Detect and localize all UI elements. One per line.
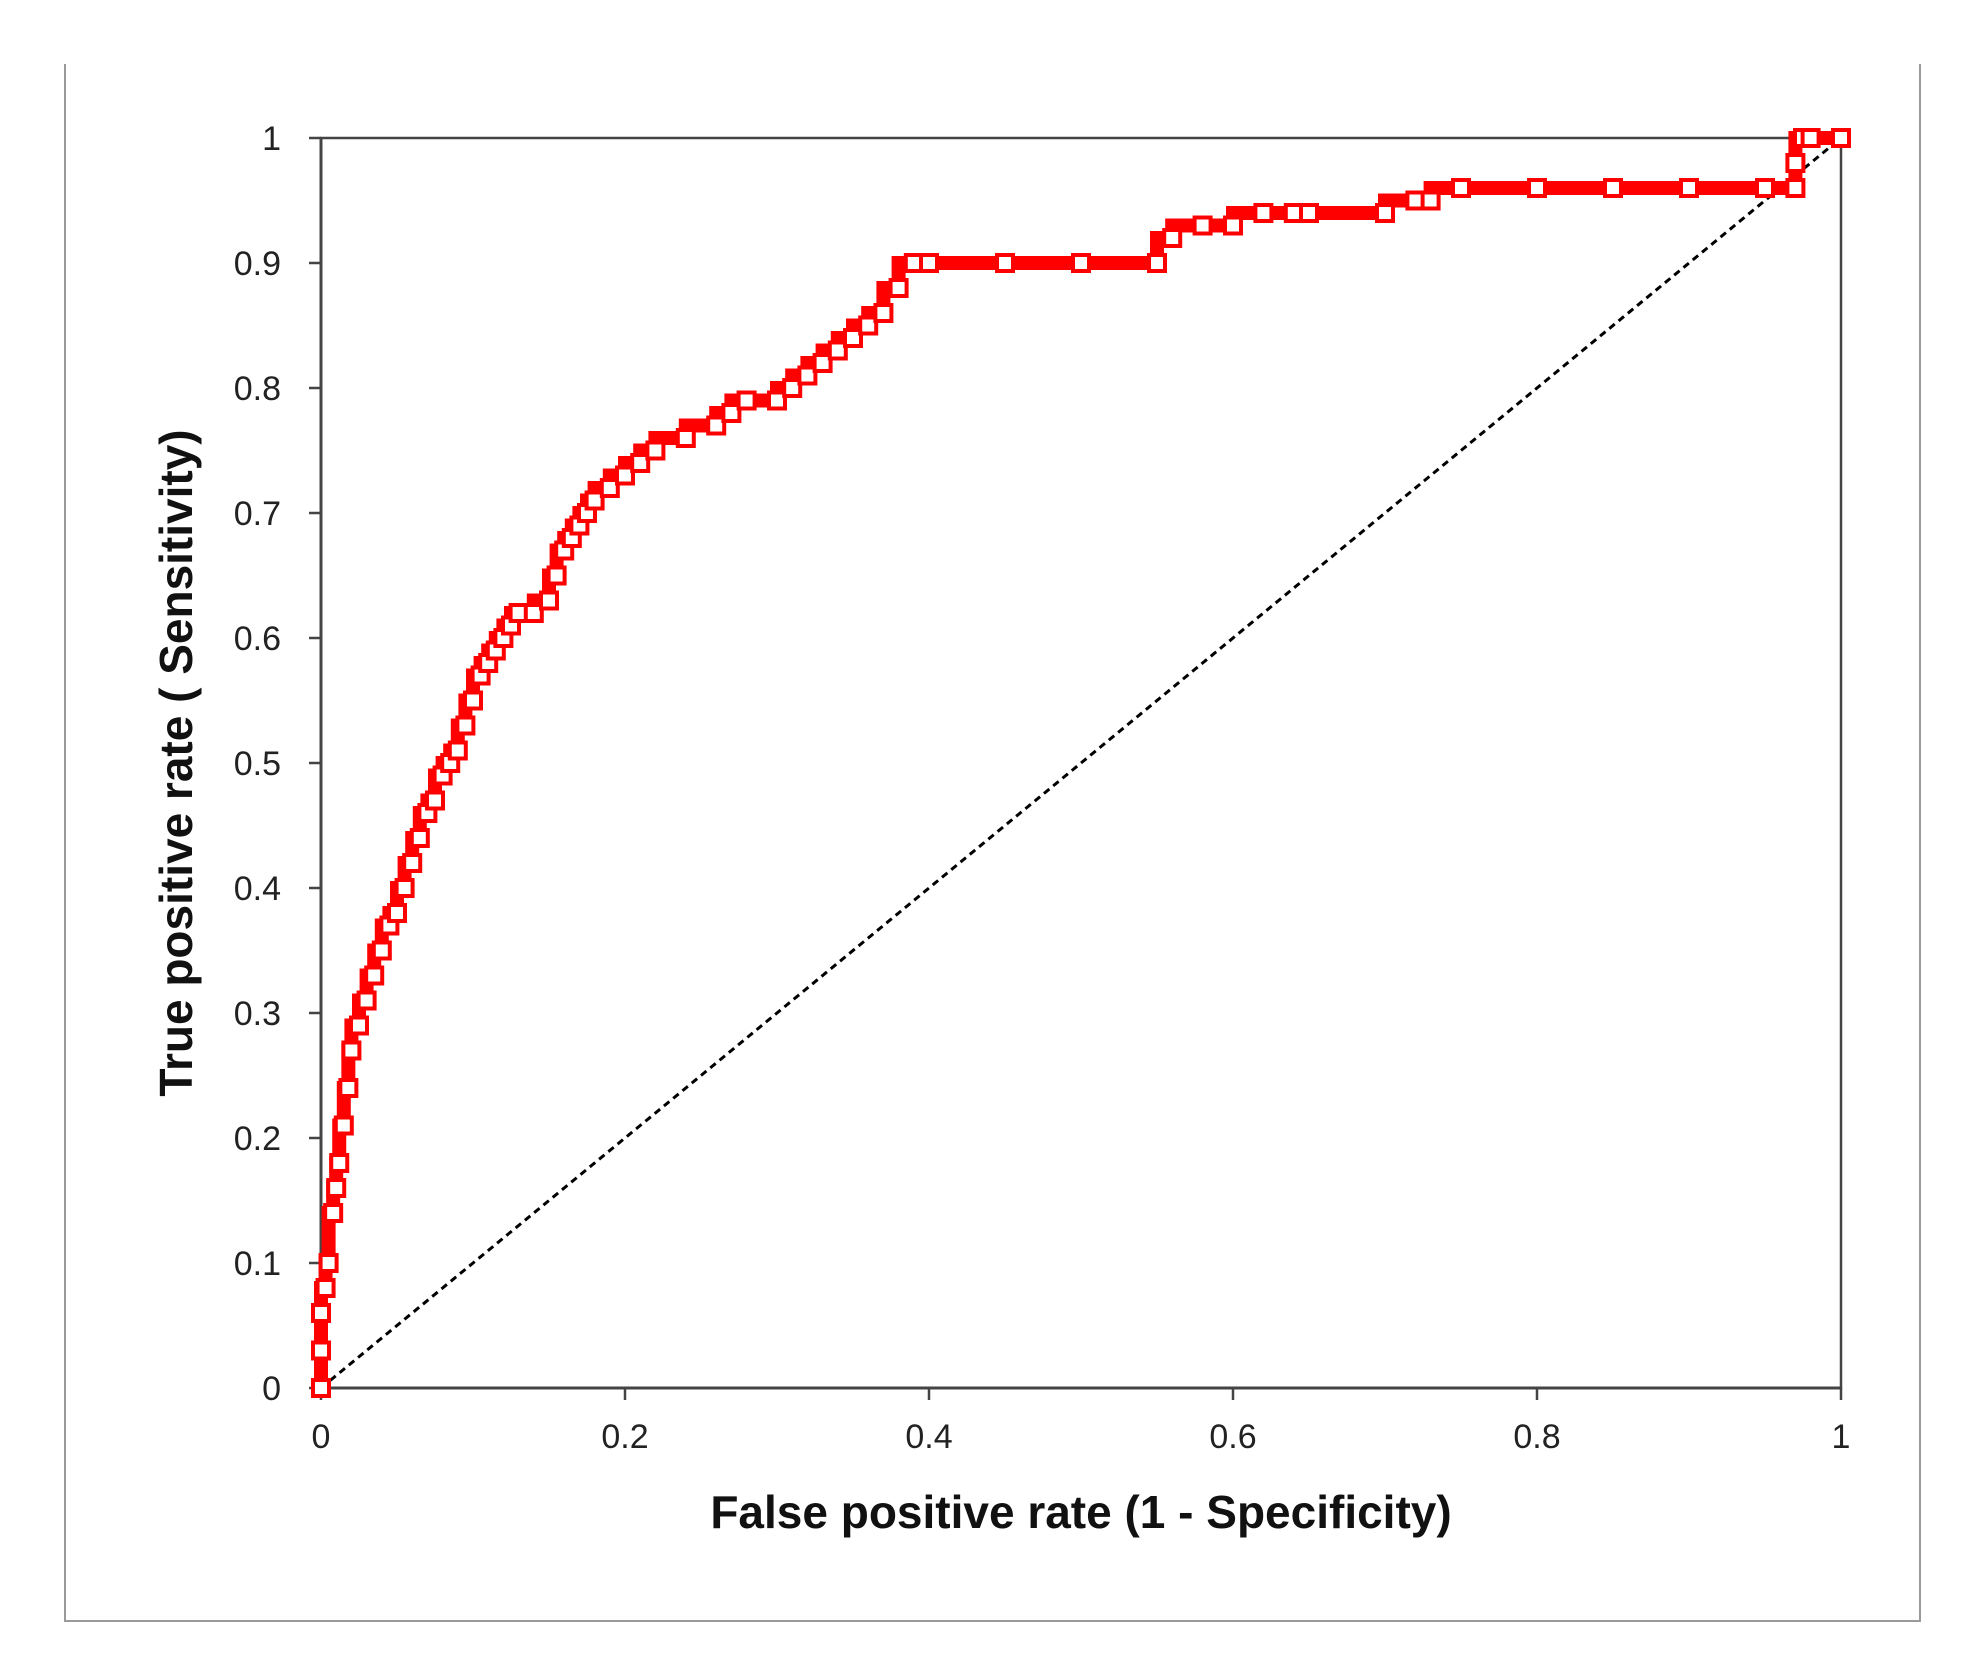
- roc-point-marker: [599, 478, 620, 498]
- y-tick-label: 1: [262, 120, 281, 158]
- y-tick-label: 0.5: [234, 745, 281, 783]
- roc-point-marker: [387, 903, 407, 923]
- roc-point-marker: [584, 490, 605, 511]
- roc-point-marker: [1527, 178, 1547, 198]
- roc-point-marker: [675, 428, 696, 448]
- roc-point-marker: [1451, 178, 1471, 198]
- roc-point-marker: [546, 565, 567, 586]
- y-tick-label: 0.3: [234, 995, 281, 1033]
- roc-point-marker: [326, 1178, 347, 1198]
- roc-point-marker: [1679, 178, 1699, 198]
- roc-point-marker: [812, 353, 833, 373]
- roc-point-marker: [1253, 203, 1274, 223]
- x-tick-label: 1: [1832, 1418, 1851, 1456]
- roc-point-marker: [356, 990, 377, 1011]
- roc-point-marker: [645, 440, 666, 461]
- roc-point-marker: [1603, 178, 1623, 198]
- roc-point-marker: [539, 590, 559, 611]
- roc-point-marker: [615, 465, 635, 486]
- roc-point-marker: [318, 1253, 339, 1273]
- roc-point-marker: [1299, 203, 1319, 223]
- roc-point-marker: [409, 828, 430, 848]
- roc-point-marker: [341, 1040, 362, 1061]
- roc-point-marker: [1071, 253, 1091, 273]
- y-tick-label: 0.9: [234, 245, 281, 283]
- roc-point-marker: [329, 1153, 350, 1173]
- roc-point-marker: [1785, 153, 1806, 173]
- roc-point-marker: [736, 390, 757, 411]
- roc-point-marker: [843, 328, 863, 348]
- roc-point-marker: [1800, 128, 1821, 148]
- y-tick-label: 0.2: [234, 1120, 281, 1158]
- roc-point-marker: [323, 1203, 344, 1223]
- roc-point-marker: [782, 378, 803, 398]
- roc-point-marker: [402, 853, 423, 873]
- roc-point-marker: [425, 790, 445, 811]
- roc-point-marker: [311, 1303, 331, 1323]
- roc-point-marker: [1785, 178, 1806, 198]
- roc-point-marker: [706, 415, 727, 436]
- roc-point-marker: [455, 715, 476, 736]
- roc-point-marker: [873, 303, 894, 323]
- roc-point-marker: [797, 365, 818, 386]
- roc-point-marker: [333, 1115, 354, 1136]
- axis-ticks: 0 0.2 0.4 0.6 0.8 1 0 0.1 0.2 0.3 0.4 0.5 0.6 0.7 0.8 0…: [234, 120, 1851, 1456]
- roc-point-marker: [1375, 203, 1395, 223]
- y-tick-label: 0.6: [234, 620, 281, 658]
- y-tick-label: 0: [262, 1370, 281, 1408]
- roc-point-marker: [371, 940, 392, 961]
- chart-frame: [64, 64, 1921, 1622]
- roc-point-marker: [1223, 215, 1243, 236]
- x-tick-label: 0.2: [601, 1418, 648, 1456]
- roc-point-marker: [447, 740, 468, 761]
- x-tick-label: 0: [312, 1418, 331, 1456]
- x-tick-label: 0.6: [1209, 1418, 1256, 1456]
- roc-point-marker: [364, 965, 385, 986]
- roc-point-marker: [888, 278, 909, 298]
- roc-point-marker: [1162, 228, 1183, 248]
- reference-line-layer: [320, 136, 1842, 1390]
- roc-point-marker: [1420, 190, 1441, 211]
- y-tick-label: 0.7: [234, 495, 281, 533]
- y-tick-label: 0.4: [234, 870, 281, 908]
- roc-point-marker: [919, 253, 939, 273]
- roc-point-marker: [827, 340, 848, 361]
- roc-point-marker: [630, 453, 651, 473]
- roc-point-marker: [721, 403, 742, 423]
- roc-point-marker: [338, 1078, 359, 1098]
- roc-point-marker: [1147, 253, 1167, 273]
- roc-point-marker: [315, 1278, 336, 1298]
- roc-point-marker: [1755, 178, 1775, 198]
- roc-point-marker: [1192, 215, 1213, 236]
- roc-point-marker: [394, 878, 415, 898]
- roc-point-marker: [523, 603, 544, 623]
- x-tick-label: 0.4: [905, 1418, 952, 1456]
- roc-point-marker: [858, 315, 879, 336]
- roc-point-marker: [311, 1378, 331, 1398]
- roc-point-marker: [349, 1015, 369, 1036]
- x-tick-label: 0.8: [1513, 1418, 1560, 1456]
- x-axis-title: False positive rate (1 - Specificity): [710, 1486, 1451, 1538]
- roc-point-marker: [767, 390, 787, 411]
- roc-point-marker: [463, 690, 483, 711]
- y-tick-label: 0.8: [234, 370, 281, 408]
- roc-point-marker: [1831, 128, 1851, 148]
- y-axis-title: True positive rate ( Sensitivity): [150, 429, 202, 1096]
- roc-point-marker: [311, 1340, 331, 1361]
- roc-point-marker: [995, 253, 1015, 273]
- roc-curve-layer: [311, 128, 1851, 1398]
- y-tick-label: 0.1: [234, 1245, 281, 1283]
- reference-diagonal-line: [320, 136, 1842, 1390]
